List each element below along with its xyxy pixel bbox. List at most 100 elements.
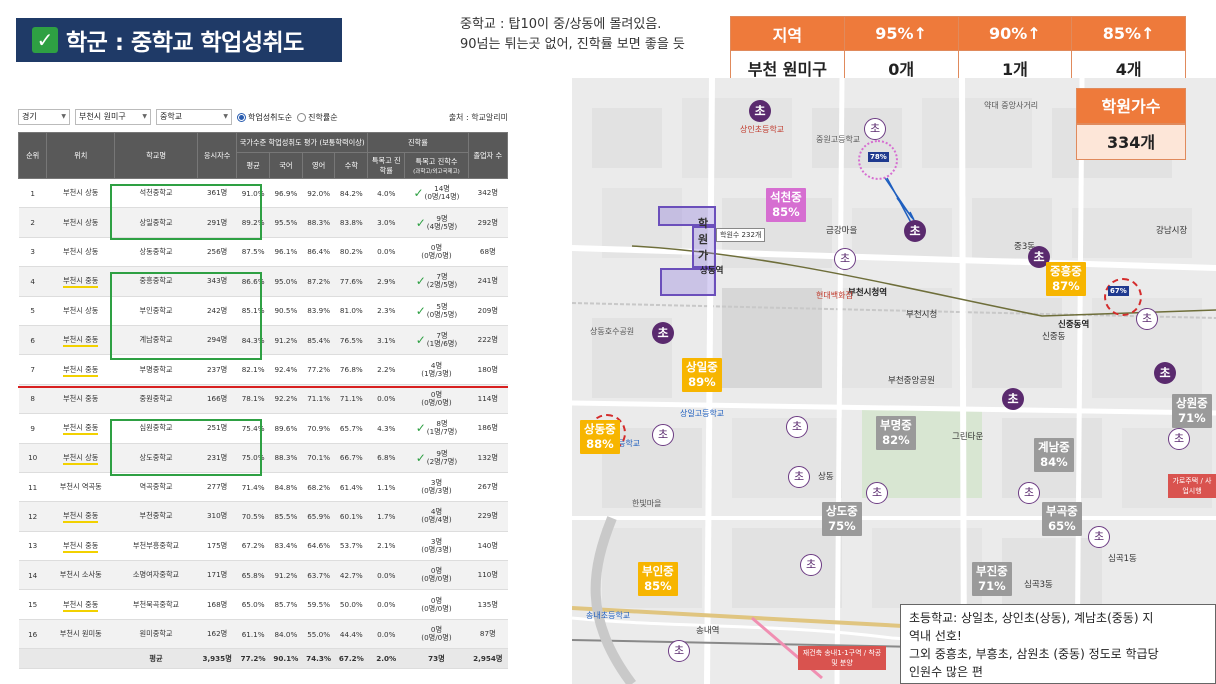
cell-school: 계남중학교 [114,325,198,356]
special-breakdown: (0명/4명) [421,515,452,525]
city-select[interactable]: 부천시 원미구 ▼ [75,109,151,125]
cell-rank: 3 [18,237,47,268]
cell-grads: 87명 [468,619,508,650]
school-marker-icon[interactable]: 초 [1028,246,1050,268]
station-label: 부천시청역 [848,288,888,298]
region-select[interactable]: 경기 ▼ [18,109,70,125]
cell-rank: 12 [18,501,47,532]
school-tag-buin[interactable]: 부인중 85% [638,562,678,596]
school-marker-icon[interactable]: 초 [749,100,771,122]
location-text: 부천시 중동 [63,540,99,553]
elementary-marker-icon[interactable]: 초 [800,554,822,576]
cell-location: 부천시 상동 [46,207,115,238]
location-text: 부천시 역곡동 [59,482,102,492]
elementary-marker-icon[interactable]: 초 [1018,482,1040,504]
school-tag-jungheung[interactable]: 중흥중 87% [1046,262,1086,296]
cell-students: 171명 [197,560,237,591]
cell-eng: 65.9% [302,501,335,532]
school-tag-bumyeong[interactable]: 부명중 82% [876,416,916,450]
map[interactable]: 학 원 가 학원수 232개 상동역 부천시청역 신중동역 상인초등학교 중원고… [572,78,1216,684]
cell-avg: 91.0% [236,178,270,209]
level-select[interactable]: 중학교 ▼ [156,109,232,125]
cell-special-count: ✓ 7명 (2명/5명) [404,266,469,297]
cell-rank: 8 [18,384,47,415]
school-marker-icon[interactable]: 초 [1002,388,1024,410]
school-tag-gyenam[interactable]: 계남중 84% [1034,438,1074,472]
cell-kor: 91.2% [269,560,303,591]
cell-students: 256명 [197,237,237,268]
cell-math: 81.0% [334,296,368,326]
check-mark-icon: ✓ [415,215,426,230]
elementary-marker-icon[interactable]: 초 [652,424,674,446]
check-mark-icon: ✓ [415,450,426,465]
cell-location: 부천시 중동 [46,501,115,532]
school-tag-sangil[interactable]: 상일중 89% [682,358,722,392]
note-line: 초등학교: 상일초, 상인초(상동), 계남초(중동) 지 [909,611,1154,625]
school-tag-bugok[interactable]: 부곡중 65% [1042,502,1082,536]
cell-avg: 61.1% [236,619,270,650]
map-label: 상동호수공원 [590,327,635,336]
cell-avg: 78.1% [236,384,270,415]
avg-cell: 67.2% [334,648,368,670]
sort-radio-rate[interactable]: 진학률순 [297,112,338,123]
avg-cell: 평균 [114,648,198,670]
cell-rank: 13 [18,531,47,562]
cell-rank: 7 [18,354,47,385]
elementary-marker-icon[interactable]: 초 [864,118,886,140]
location-text: 부천시 중동 [63,511,99,524]
tag-name: 상원중 [1176,396,1208,410]
school-marker-icon[interactable]: 초 [652,322,674,344]
cell-rank: 9 [18,413,47,444]
cell-special-count: 4명 (0명/4명) [404,501,469,532]
map-label: 그린타운 [952,432,984,442]
school-tag-sangdong[interactable]: 상동중 88% [580,420,620,454]
special-breakdown: (0명/3명) [421,544,452,554]
map-label: 신중동 [1042,332,1066,342]
avg-cell: 77.2% [236,648,270,670]
school-marker-icon[interactable]: 초 [1154,362,1176,384]
special-breakdown: (0명/0명) [421,633,452,643]
elementary-marker-icon[interactable]: 초 [866,482,888,504]
cell-kor: 84.8% [269,472,303,503]
elementary-marker-icon[interactable]: 초 [1168,428,1190,450]
cell-location: 부천시 상동 [46,296,115,326]
cell-math: 84.2% [334,178,368,209]
table-row: 9 부천시 중동 심원중학교 251명 75.4% 89.6% 70.9% 65.7% 4.3%… [18,413,508,444]
academy-box: 학원가수 334개 [1076,88,1186,160]
elementary-marker-icon[interactable]: 초 [786,416,808,438]
cell-avg: 71.4% [236,472,270,503]
elementary-marker-icon[interactable]: 초 [668,640,690,662]
cell-special-rate: 6.8% [367,443,405,473]
redevelopment-box: 재건축 송내1-1구역 / 착공 및 분양 [798,646,886,670]
school-marker-icon[interactable]: 초 [904,220,926,242]
school-tag-sangdo[interactable]: 상도중 75% [822,502,862,536]
cell-math: 53.7% [334,531,368,562]
sort-radio-achievement[interactable]: 학업성취도순 [237,112,292,123]
elementary-marker-icon[interactable]: 초 [834,248,856,270]
cell-location: 부천시 역곡동 [46,472,115,503]
elementary-marker-icon[interactable]: 초 [1088,526,1110,548]
elementary-marker-icon[interactable]: 초 [788,466,810,488]
cell-rank: 2 [18,207,47,238]
special-count: 0명 [430,625,443,635]
school-tag-bujin[interactable]: 부진중 71% [972,562,1012,596]
academy-value: 334개 [1076,124,1186,160]
school-table: 순위 위치 학교명 응시자수 국가수준 학업성취도 평가 (보통학력이상) 진학… [17,132,509,670]
school-tag-sangwon[interactable]: 상원중 71% [1172,394,1212,428]
summary-header: 90%↑ [957,16,1073,51]
cell-special-count: 0명 (0명/0명) [404,560,469,591]
cell-special-count: 0명 (0명/0명) [404,384,469,415]
cell-kor: 85.5% [269,501,303,532]
avg-cell: 3,935명 [197,648,237,670]
cell-grads: 135명 [468,589,508,620]
elementary-marker-icon[interactable]: 초 [1136,308,1158,330]
rate-badge: 67% [1108,286,1129,296]
school-tag-seokcheon[interactable]: 석천중 85% [766,188,806,222]
cell-math: 65.7% [334,413,368,444]
cell-math: 80.2% [334,237,368,268]
map-label: 심곡1동 [1108,554,1137,564]
map-label: 금강마을 [826,226,858,236]
cell-rank: 5 [18,296,47,326]
cell-eng: 87.2% [302,266,335,297]
station-label: 상동역 [700,266,724,276]
